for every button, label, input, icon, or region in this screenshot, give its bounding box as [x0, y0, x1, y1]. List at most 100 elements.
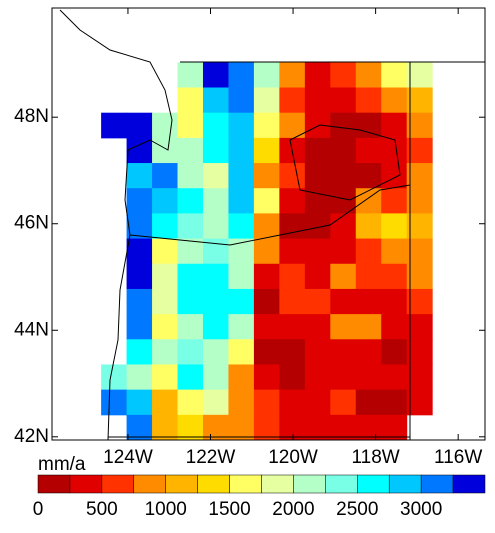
grid-cell	[253, 389, 280, 416]
grid-cell	[279, 213, 306, 240]
colorbar-box	[229, 474, 262, 494]
grid-cell	[101, 112, 128, 139]
grid-cell	[152, 364, 179, 391]
y-tick-label: 48N	[14, 106, 49, 127]
grid-cell	[152, 389, 179, 416]
coastline	[59, 9, 173, 441]
grid-cell	[228, 213, 255, 240]
x-tick-label: 120W	[268, 447, 318, 468]
grid-cell	[304, 62, 331, 89]
grid-cell	[381, 263, 408, 290]
grid-cell	[202, 314, 229, 340]
grid-cell	[177, 112, 204, 139]
grid-cell	[304, 238, 331, 265]
grid-cell	[304, 163, 331, 189]
grid-cell	[177, 163, 204, 189]
grid-cell	[279, 263, 306, 290]
grid-cell	[253, 62, 280, 89]
grid-cell	[253, 414, 280, 441]
state-border	[129, 184, 411, 246]
grid-cell	[101, 364, 128, 391]
grid-cell	[202, 263, 229, 290]
grid-cell	[355, 314, 382, 340]
grid-cell	[177, 288, 204, 315]
grid-cell	[330, 213, 357, 240]
grid-cell	[381, 339, 408, 365]
grid-cell	[228, 389, 255, 416]
grid-cell	[101, 389, 128, 416]
grid-cell	[177, 238, 204, 265]
grid-cell	[330, 238, 357, 265]
grid-cell	[126, 163, 153, 189]
grid-cell	[304, 389, 331, 416]
grid-cell	[202, 62, 229, 89]
colorbar-box	[165, 474, 198, 494]
grid-cell	[406, 339, 433, 365]
grid-cell	[355, 62, 382, 89]
grid-cell	[355, 87, 382, 114]
grid-cell	[330, 288, 357, 315]
grid-cell	[152, 137, 179, 164]
colorbar: mm/a 0 500 1000 1500 2000 2500 3000	[33, 454, 486, 520]
grid-cell	[406, 87, 433, 114]
grid-cell	[228, 163, 255, 189]
grid-cell	[228, 263, 255, 290]
grid-cell	[228, 87, 255, 114]
grid-cell	[202, 288, 229, 315]
colorbar-box	[101, 474, 135, 494]
grid-cell	[202, 112, 229, 139]
grid-cell	[330, 188, 357, 214]
grid-cell	[126, 238, 153, 265]
grid-cell	[228, 314, 255, 340]
grid-cell	[177, 213, 204, 240]
grid-cell	[279, 314, 306, 340]
grid-cell	[152, 238, 179, 265]
grid-cell	[355, 364, 382, 391]
grid-cell	[304, 188, 331, 214]
grid-cell	[253, 263, 280, 290]
grid-cell	[228, 62, 255, 89]
grid-cell	[253, 163, 280, 189]
grid-cell	[228, 137, 255, 164]
grid-cell	[406, 364, 433, 391]
grid-cell	[152, 112, 179, 139]
colorbar-tick-label: 1500	[208, 499, 250, 520]
axes: 124W 122W 120W 118W 116W 42N 44N 46N 48N	[14, 8, 485, 468]
grid-cell	[304, 314, 331, 340]
grid-cell	[304, 339, 331, 365]
grid-cell	[253, 339, 280, 365]
grid-cell	[279, 163, 306, 189]
grid-cell	[152, 163, 179, 189]
grid-cell	[406, 238, 433, 265]
grid-cell	[152, 213, 179, 240]
grid-cell	[304, 414, 331, 441]
grid-cell	[279, 414, 306, 441]
colorbar-box	[293, 474, 326, 494]
grid-cell	[177, 339, 204, 365]
grid-cell	[177, 62, 204, 89]
colorbar-tick-label: 2000	[272, 499, 314, 520]
grid-cell	[228, 364, 255, 391]
colorbar-box	[37, 474, 71, 494]
grid-cell	[177, 364, 204, 391]
colorbar-label: mm/a	[38, 454, 86, 475]
x-tick-label: 122W	[186, 447, 236, 468]
grid-cell	[177, 414, 204, 441]
grid-cell	[355, 414, 382, 441]
grid-cell	[330, 62, 357, 89]
grid-cell	[381, 364, 408, 391]
grid-cell	[126, 137, 153, 164]
grid-cell	[406, 62, 433, 89]
grid-cell	[253, 288, 280, 315]
grid-cell	[381, 389, 408, 416]
grid-cell	[126, 364, 153, 391]
grid-cell	[253, 213, 280, 240]
state-border	[108, 61, 485, 440]
grid-cells	[101, 62, 433, 441]
grid-cell	[126, 314, 153, 340]
grid-cell	[304, 364, 331, 391]
grid-cell	[126, 263, 153, 290]
grid-cell	[381, 62, 408, 89]
grid-cell	[177, 314, 204, 340]
